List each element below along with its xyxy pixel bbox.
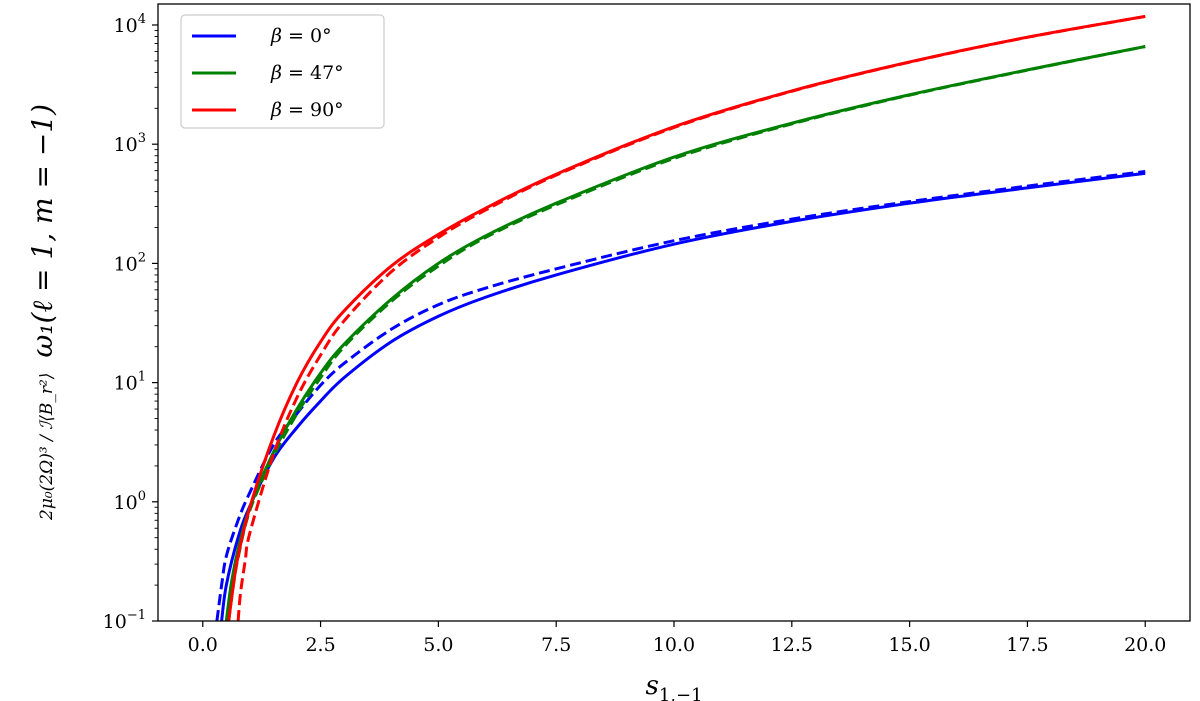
y-tick-label: 100: [114, 489, 146, 514]
x-tick-label: 15.0: [888, 634, 930, 656]
y-axis-label: 2μ₀(2Ω)³ / ℐ⟨B_r²⟩ ω₁(ℓ = 1, m = −1): [26, 104, 59, 521]
svg-text:2μ₀(2Ω)³ / ℐ⟨B_r²⟩ ω₁(ℓ: 2μ₀(2Ω)³ / ℐ⟨B_r²⟩ ω₁(ℓ = 1, m = −1): [26, 104, 59, 521]
x-axis-label: s1,−1: [645, 671, 702, 701]
y-tick-label: 10−1: [103, 608, 146, 633]
x-tick-label: 7.5: [541, 634, 571, 656]
x-tick-label: 20.0: [1124, 634, 1166, 656]
series-layer: [215, 14, 1146, 621]
x-tick-label: 10.0: [653, 634, 695, 656]
legend-label: β = 47°: [270, 62, 344, 84]
x-axis-label-sub: 1,−1: [659, 685, 703, 701]
y-tick-label: 103: [114, 131, 146, 156]
x-tick-label: 12.5: [771, 634, 813, 656]
x-tick-label: 0.0: [188, 634, 218, 656]
legend-label: β = 90°: [270, 99, 344, 121]
series-line-0-solid: [220, 171, 1146, 621]
legend-box: [180, 14, 385, 129]
x-tick-label: 17.5: [1006, 634, 1048, 656]
legend: β = 0° β = 47° β = 90°: [180, 14, 385, 129]
x-tick-label: 5.0: [423, 634, 453, 656]
y-axis: 10−1 100 101 102 103 104: [103, 12, 158, 633]
x-axis: 0.0 2.5 5.0 7.5 10.0 12.5 15.0 17.5 20.0: [188, 621, 1166, 656]
series-line-2-dashed: [236, 14, 1146, 621]
y-axis-label-main: ω₁(ℓ = 1, m = −1): [26, 104, 59, 358]
legend-label: β = 0°: [270, 25, 332, 47]
y-tick-label: 101: [114, 370, 146, 395]
series-line-0-dashed: [215, 170, 1146, 621]
y-tick-label: 102: [114, 250, 146, 275]
x-tick-label: 2.5: [305, 634, 335, 656]
y-axis-label-prefix: 2μ₀(2Ω)³ / ℐ⟨B_r²⟩: [37, 373, 57, 521]
series-line-1-solid: [224, 45, 1146, 621]
series-line-1-dashed: [227, 45, 1146, 621]
y-tick-label: 104: [114, 12, 146, 37]
x-axis-label-main: s: [645, 671, 658, 701]
